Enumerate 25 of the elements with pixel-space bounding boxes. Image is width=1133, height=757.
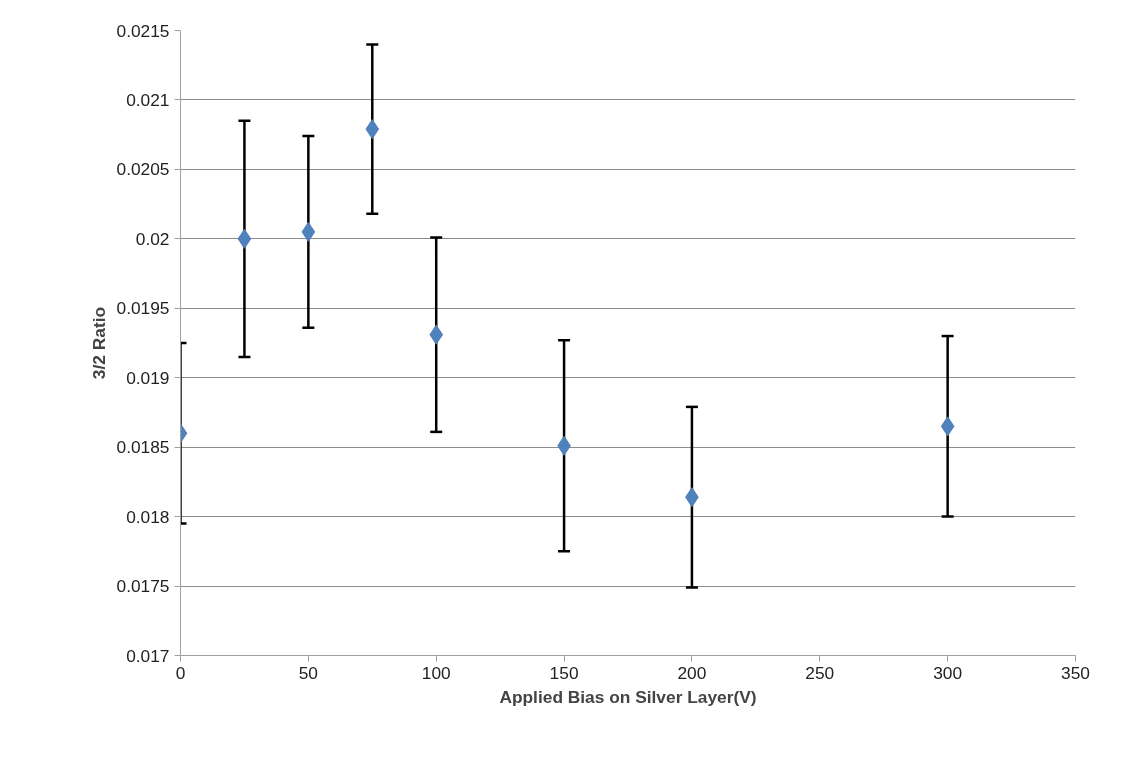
x-tick-label: 150: [549, 662, 579, 683]
x-tick-label: 100: [421, 662, 451, 683]
point: [429, 324, 444, 345]
point: [365, 119, 380, 140]
x-tick-label: 0: [175, 662, 186, 683]
y-tick-label: 0.021: [126, 89, 170, 110]
point: [301, 221, 316, 242]
y-tick-label: 0.0175: [116, 576, 170, 597]
y-tick-label: 0.0185: [116, 437, 170, 458]
y-tick-label: 0.018: [126, 506, 170, 527]
point: [237, 228, 252, 249]
y-tick-label: 0.019: [126, 367, 170, 388]
y-tick-label: 0.0215: [116, 20, 170, 41]
y-tick-label: 0.02: [135, 228, 170, 249]
x-tick-label: 200: [677, 662, 707, 683]
x-tick-label: 250: [805, 662, 835, 683]
x-tick-label: 350: [1061, 662, 1090, 683]
y-tick-label: 0.0205: [116, 159, 170, 180]
y-tick-label: 0.0195: [116, 298, 170, 319]
point: [940, 416, 955, 437]
y-axis-title: 3/2 Ratio: [88, 306, 109, 380]
x-axis-title: Applied Bias on Silver Layer(V): [499, 686, 757, 707]
x-tick-label: 50: [298, 662, 318, 683]
x-tick-label: 300: [933, 662, 963, 683]
y-tick-label: 0.017: [126, 645, 170, 666]
